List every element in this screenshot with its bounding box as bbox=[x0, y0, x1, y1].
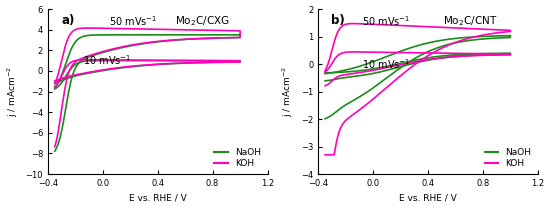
Text: Mo$_2$C/CXG: Mo$_2$C/CXG bbox=[175, 14, 230, 28]
Text: b): b) bbox=[332, 14, 345, 27]
Text: 10 mVs$^{-1}$: 10 mVs$^{-1}$ bbox=[362, 57, 410, 71]
Text: Mo$_2$C/CNT: Mo$_2$C/CNT bbox=[443, 14, 498, 28]
Legend: NaOH, KOH: NaOH, KOH bbox=[483, 146, 534, 170]
X-axis label: E vs. RHE / V: E vs. RHE / V bbox=[399, 193, 457, 202]
Text: 50 mVs$^{-1}$: 50 mVs$^{-1}$ bbox=[362, 14, 410, 28]
Text: a): a) bbox=[61, 14, 74, 27]
Y-axis label: j / mAcm$^{-2}$: j / mAcm$^{-2}$ bbox=[6, 66, 20, 117]
Text: 50 mVs$^{-1}$: 50 mVs$^{-1}$ bbox=[109, 14, 157, 28]
Legend: NaOH, KOH: NaOH, KOH bbox=[213, 146, 263, 170]
Y-axis label: j / mAcm$^{-2}$: j / mAcm$^{-2}$ bbox=[281, 66, 295, 117]
X-axis label: E vs. RHE / V: E vs. RHE / V bbox=[129, 193, 186, 202]
Text: 10 mVs$^{-1}$: 10 mVs$^{-1}$ bbox=[83, 54, 131, 67]
